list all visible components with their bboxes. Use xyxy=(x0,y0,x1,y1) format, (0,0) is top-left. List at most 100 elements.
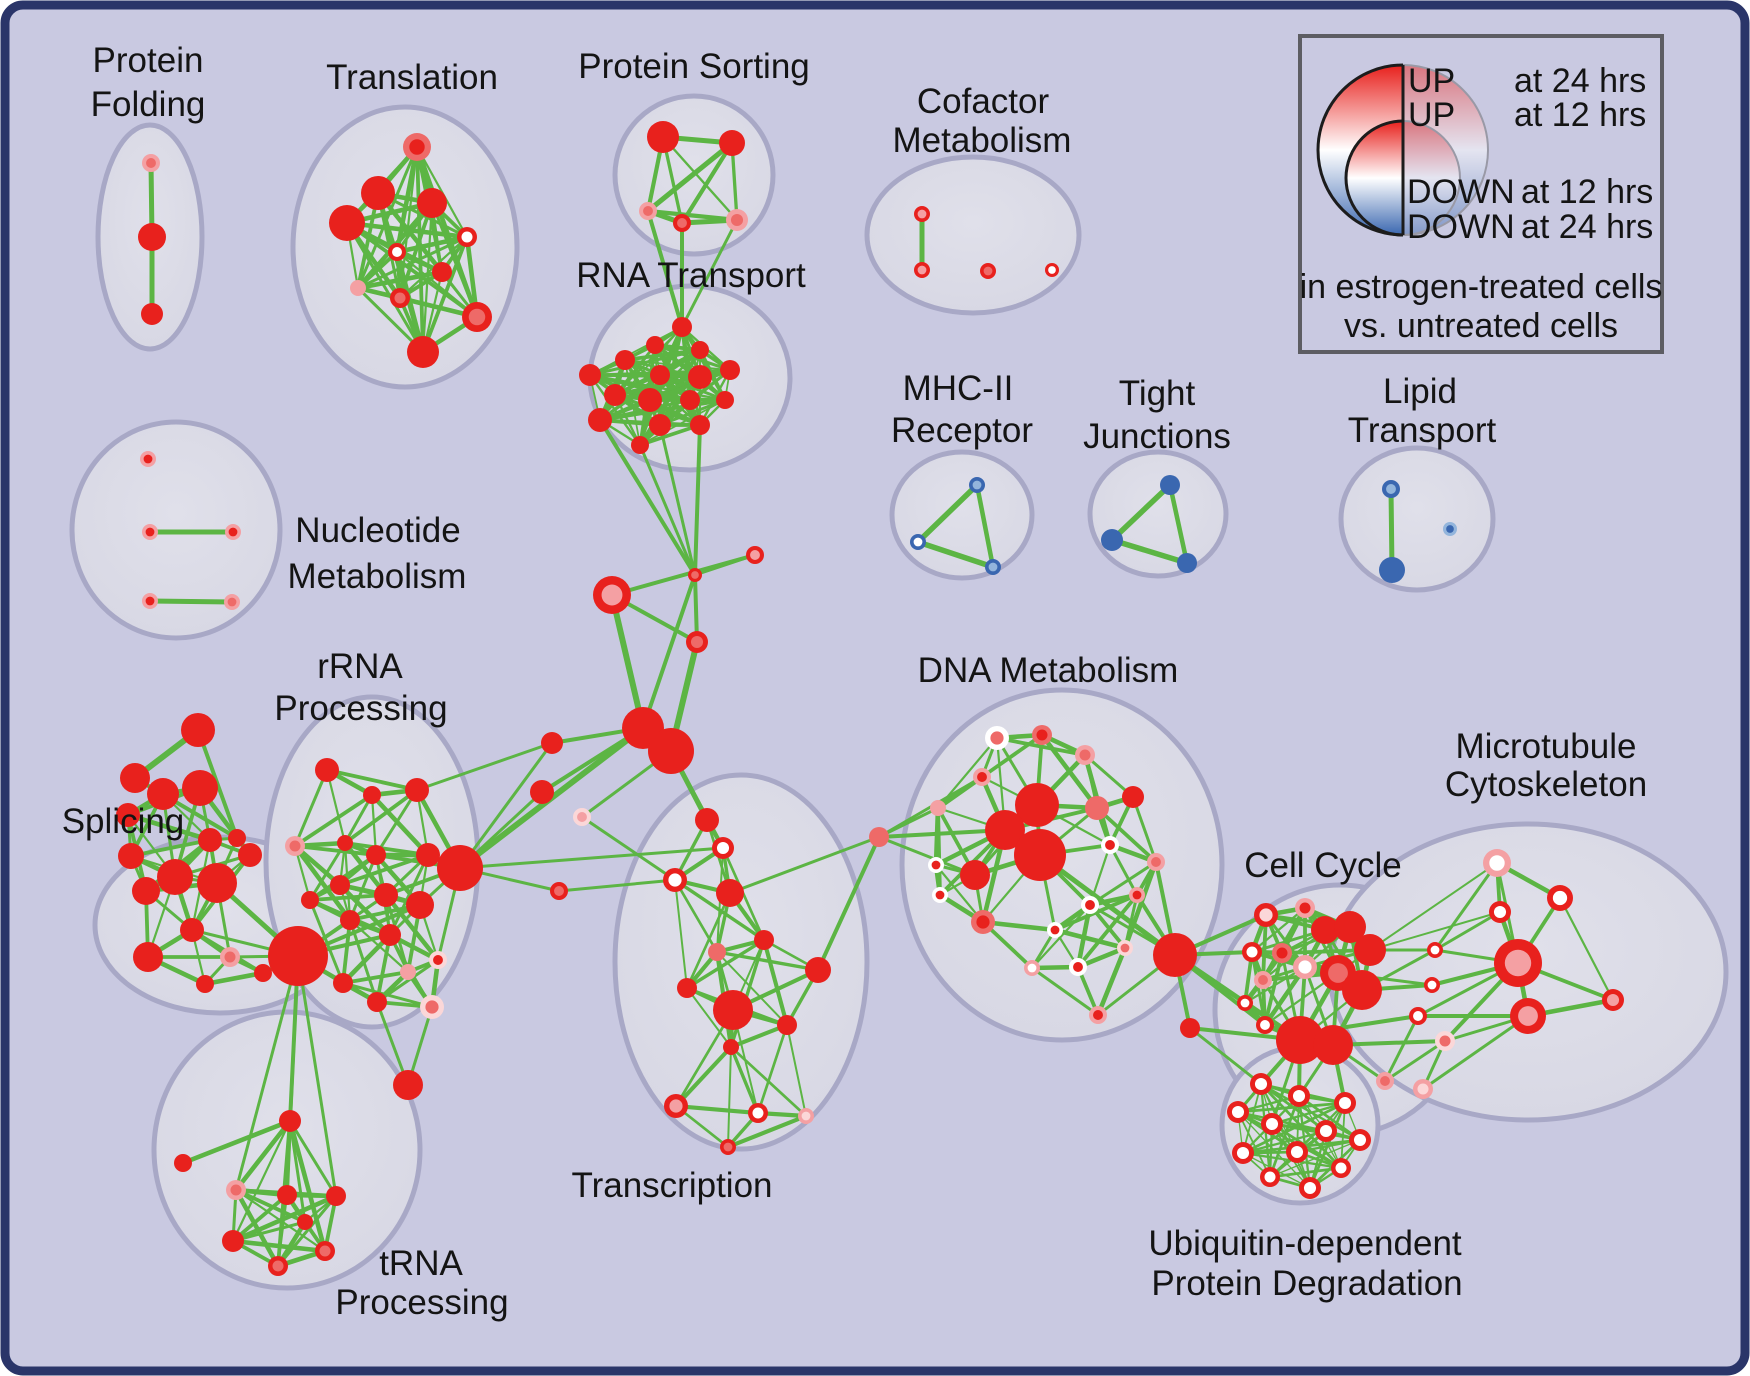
interaction-edge xyxy=(1388,486,1395,573)
nodes-layer xyxy=(116,121,1624,1276)
interaction-edge xyxy=(231,1220,307,1243)
gene-node xyxy=(361,176,395,210)
gene-node xyxy=(379,924,401,946)
interaction-edge xyxy=(395,250,479,319)
legend-down-24-label: DOWN xyxy=(1407,208,1515,246)
interaction-edge xyxy=(557,878,677,893)
legend-up-24-label: UP xyxy=(1408,62,1455,100)
interaction-edge xyxy=(374,788,419,857)
cluster-label-rrna-processing: rRNA xyxy=(317,647,403,686)
interaction-edge xyxy=(598,418,697,577)
gene-node-center xyxy=(554,886,564,896)
cluster-label-tight-junctions: Tight xyxy=(1119,374,1196,413)
gene-node xyxy=(337,835,353,851)
gene-node-center xyxy=(1231,1105,1245,1119)
gene-node xyxy=(182,770,218,806)
gene-node xyxy=(1313,1025,1353,1065)
gene-node xyxy=(708,943,726,961)
interaction-edge xyxy=(1268,1166,1343,1179)
interaction-edge xyxy=(1433,861,1499,952)
interaction-edge xyxy=(415,145,425,354)
gene-node xyxy=(393,1070,423,1100)
gene-node-center xyxy=(1264,1171,1276,1183)
interaction-edge xyxy=(296,954,338,1198)
interaction-edge xyxy=(231,1119,292,1243)
interaction-edge xyxy=(1076,893,1139,969)
interaction-edge xyxy=(1369,911,1501,951)
gene-node xyxy=(638,388,662,412)
legend-up-12-label: UP xyxy=(1408,96,1455,134)
gene-node xyxy=(677,978,697,998)
gene-node-center xyxy=(433,955,443,965)
gene-node-center xyxy=(750,550,760,560)
gene-node xyxy=(407,336,439,368)
interaction-edge xyxy=(786,1024,807,1117)
interaction-edge xyxy=(340,932,393,986)
gene-node xyxy=(688,365,712,389)
cluster-label-dna-metabolism: DNA Metabolism xyxy=(918,651,1179,690)
interaction-edge xyxy=(430,201,479,319)
interaction-edge xyxy=(1188,1026,1263,1086)
gene-node-center xyxy=(1417,1083,1429,1095)
interaction-edge xyxy=(1433,910,1502,952)
gene-node-center xyxy=(1303,1181,1317,1195)
interaction-edge xyxy=(980,733,1044,779)
gene-node-center xyxy=(730,213,744,227)
interaction-edge xyxy=(292,843,353,923)
interaction-edge xyxy=(1030,903,1092,970)
gene-node-center xyxy=(1338,1096,1352,1110)
cluster-label-lipid-transport: Transport xyxy=(1348,411,1497,450)
interaction-edge xyxy=(338,853,430,887)
interaction-edge xyxy=(715,950,820,972)
gene-node-center xyxy=(935,890,945,900)
gene-node-center xyxy=(917,265,927,275)
interaction-edge xyxy=(344,220,470,240)
gene-node-center xyxy=(601,584,623,606)
cluster-label-tight-junctions: Junctions xyxy=(1083,417,1231,456)
interaction-edge xyxy=(345,221,479,319)
gene-node xyxy=(416,843,440,867)
interaction-edge xyxy=(756,1023,789,1115)
interaction-edge xyxy=(673,1103,761,1116)
interaction-edge xyxy=(233,1118,293,1193)
gene-node xyxy=(254,964,272,982)
interaction-edge xyxy=(1108,843,1139,897)
cluster-label-ubiquitin-degradation: Ubiquitin-dependent xyxy=(1148,1224,1462,1263)
interaction-edge xyxy=(974,482,996,570)
interaction-edge xyxy=(293,768,329,848)
gene-node-center xyxy=(1236,1146,1250,1160)
gene-node-center xyxy=(1386,484,1396,494)
gene-node xyxy=(1334,911,1366,943)
interaction-edge xyxy=(645,140,735,214)
legend-down-12-time: at 12 hrs xyxy=(1521,173,1653,211)
interaction-edge xyxy=(308,841,347,902)
interaction-edge xyxy=(375,933,392,1004)
interaction-edge xyxy=(348,853,378,922)
gene-node-center xyxy=(1430,945,1440,955)
cluster-label-microtubule-cytoskeleton: Microtubule xyxy=(1456,727,1637,766)
interaction-edge xyxy=(341,970,410,985)
gene-node-center xyxy=(1050,925,1060,935)
gene-node xyxy=(301,891,319,909)
gene-node-center xyxy=(145,596,155,606)
gene-node xyxy=(650,365,670,385)
legend-up-24-time: at 24 hrs xyxy=(1514,62,1646,100)
interaction-edge xyxy=(1338,1014,1420,1030)
cluster-ellipse-lipid-transport xyxy=(1338,445,1496,593)
gene-node xyxy=(1354,934,1386,966)
gene-node-center xyxy=(917,209,927,219)
interaction-edge xyxy=(610,553,757,597)
gene-node xyxy=(297,1214,313,1230)
cluster-label-nucleotide-metabolism: Metabolism xyxy=(288,557,467,596)
gene-node xyxy=(279,1110,301,1132)
gene-node xyxy=(350,280,366,296)
interaction-edge xyxy=(673,878,766,942)
interaction-edge xyxy=(685,891,732,990)
interaction-edge xyxy=(308,893,388,902)
interaction-edge xyxy=(1383,1014,1420,1083)
gene-node xyxy=(1015,783,1059,827)
gene-node xyxy=(647,121,679,153)
gene-node xyxy=(141,303,163,325)
gene-node-center xyxy=(1493,905,1507,919)
gene-node xyxy=(437,845,483,891)
